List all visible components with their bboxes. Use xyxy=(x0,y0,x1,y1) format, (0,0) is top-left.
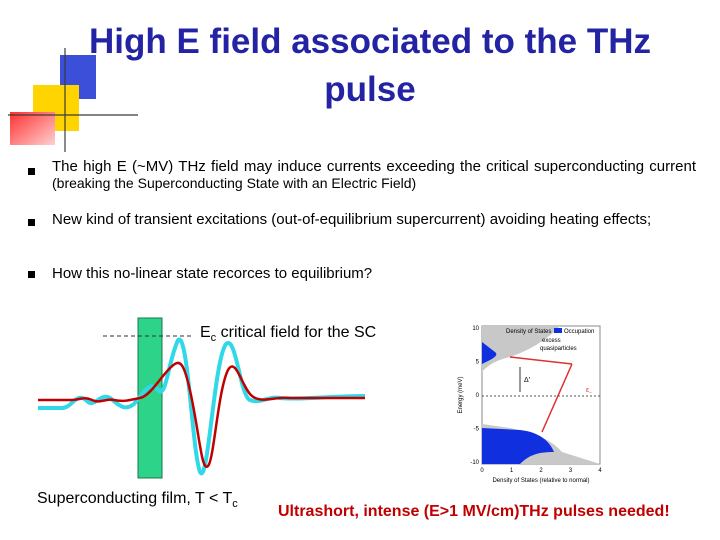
caption-subscript: c xyxy=(232,498,238,511)
pulse-figure xyxy=(38,317,366,479)
gap-label: Δ' xyxy=(524,377,530,384)
caption-text: Superconducting film, T < T xyxy=(37,490,233,507)
legend-label: Occupation xyxy=(564,329,594,335)
decoration xyxy=(8,48,138,152)
bullet: The high E (~MV) THz field may induce cu… xyxy=(52,158,696,192)
annotation: excess xyxy=(542,338,561,344)
x-tick-label: 3 xyxy=(569,468,573,474)
bullet-text: New kind of transient excitations (out-o… xyxy=(52,211,652,228)
bullet-text: How this no-linear state recorces to equ… xyxy=(52,265,373,282)
pulse-trace xyxy=(38,337,366,476)
occupation-area xyxy=(482,342,497,364)
x-tick-label: 0 xyxy=(480,468,484,474)
legend-swatch xyxy=(496,328,504,333)
y-tick-label: -5 xyxy=(474,427,480,433)
legend-swatch xyxy=(554,328,562,333)
field-subscript: c xyxy=(210,332,217,345)
deco-red xyxy=(10,112,55,145)
y-tick-label: -10 xyxy=(470,460,479,466)
field-label: Ec critical field for the SC xyxy=(200,324,376,344)
bullet-text: The high E (~MV) THz field may induce cu… xyxy=(52,158,696,175)
bullet-note: (breaking the Superconducting State with… xyxy=(52,175,417,191)
bullet-marker xyxy=(28,168,35,175)
annotation-arrow xyxy=(541,363,573,433)
bullet-marker xyxy=(28,219,35,226)
y-tick-label: 5 xyxy=(476,360,480,366)
y-tick-label: 0 xyxy=(476,393,480,399)
x-label: Density of States (relative to normal) xyxy=(492,478,589,484)
annotation: quasiparticles xyxy=(540,346,577,352)
annotation-arrow xyxy=(509,356,573,365)
title: High E field associated to the THz pulse xyxy=(88,22,652,109)
occupation-area xyxy=(482,428,554,464)
level-label: ε− xyxy=(586,387,592,396)
dos-inset: Density of States Occupation excess quas… xyxy=(458,325,602,484)
dos-area xyxy=(482,326,560,372)
y-tick-label: 10 xyxy=(472,326,479,332)
legend-label: Density of States xyxy=(506,329,551,335)
y-label: Energy (meV) xyxy=(458,376,464,413)
x-tick-label: 2 xyxy=(539,468,543,474)
bullet: How this no-linear state recorces to equ… xyxy=(52,265,696,282)
pulse-trace xyxy=(38,361,365,468)
field-symbol: E xyxy=(200,324,211,341)
x-tick-label: 4 xyxy=(598,468,602,474)
level-subscript: − xyxy=(589,390,592,396)
level-symbol: ε xyxy=(586,387,589,394)
x-tick-label: 1 xyxy=(510,468,514,474)
caption: Superconducting film, T < Tc xyxy=(37,490,238,510)
field-text: critical field for the SC xyxy=(216,324,377,341)
bullet-marker xyxy=(28,271,35,278)
bullet: New kind of transient excitations (out-o… xyxy=(52,211,696,228)
footer: Ultrashort, intense (E>1 MV/cm)THz pulse… xyxy=(278,503,670,520)
